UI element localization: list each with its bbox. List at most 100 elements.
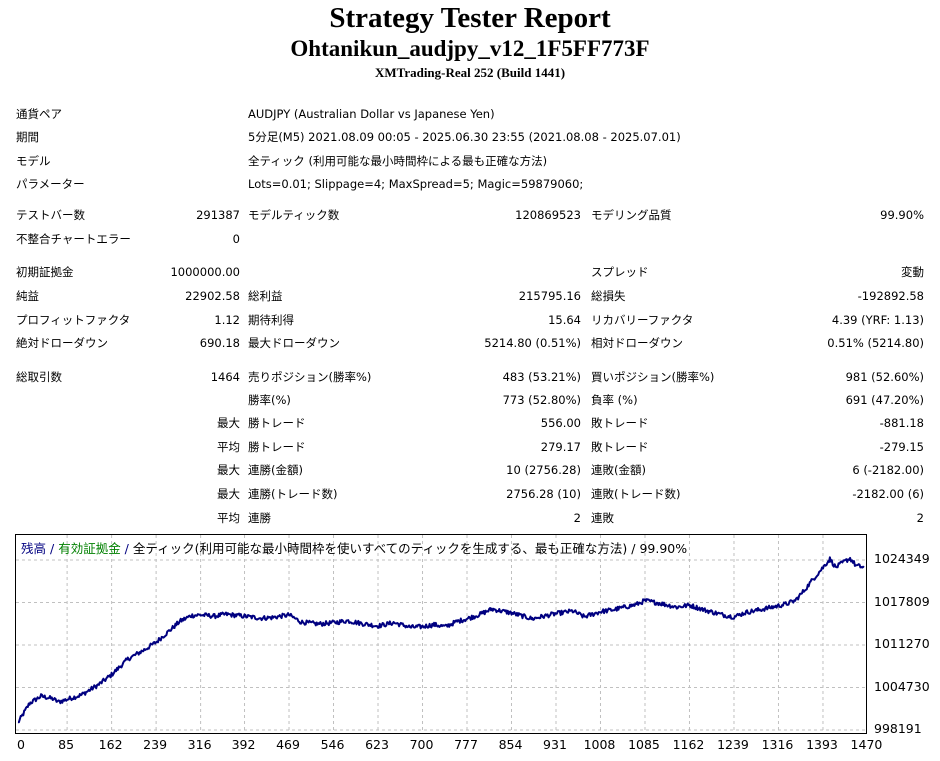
info-value-parameters: Lots=0.01; Slippage=4; MaxSpread=5; Magi… — [248, 177, 584, 191]
y-tick-label: 1017809 — [874, 593, 930, 609]
chart-legend: 残高 / 有効証拠金 / 全ティック(利用可能な最小時間枠を使いすべてのティック… — [21, 538, 687, 557]
y-tick-label: 1004730 — [874, 678, 930, 694]
stat-value: 平均 — [217, 511, 240, 525]
x-tick-label: 239 — [143, 737, 168, 752]
x-tick-label: 931 — [543, 737, 567, 752]
stat-value: 10 (2756.28) — [506, 463, 581, 477]
stat-value: 5214.80 (0.51%) — [484, 336, 581, 350]
stat-label: リカバリーファクタ — [591, 313, 694, 327]
stat-value: 99.90% — [880, 208, 924, 222]
x-tick-label: 392 — [231, 737, 256, 752]
stat-value: 690.18 — [199, 336, 240, 350]
legend-sep: / — [46, 541, 59, 556]
y-tick-label: 1011270 — [874, 636, 930, 651]
x-tick-label: 1085 — [628, 737, 660, 752]
info-label-model: モデル — [16, 154, 51, 168]
stat-value: -2182.00 (6) — [852, 487, 924, 501]
stat-value: 215795.16 — [518, 289, 581, 303]
x-tick-label: 316 — [187, 737, 212, 752]
legend-equity: 有効証拠金 — [58, 541, 121, 556]
series-line-balance — [17, 556, 865, 724]
x-tick-label: 700 — [409, 737, 434, 752]
stat-value: 平均 — [217, 440, 240, 454]
stat-value: -192892.58 — [857, 289, 924, 303]
stat-label: 売りポジション(勝率%) — [248, 370, 372, 384]
stat-label: モデリング品質 — [591, 208, 672, 222]
stat-value: 483 (53.21%) — [502, 370, 581, 384]
x-tick-label: 623 — [365, 737, 389, 752]
x-tick-label: 1316 — [761, 737, 794, 752]
chart-plot — [16, 535, 866, 733]
x-tick-label: 546 — [320, 737, 345, 752]
stat-value: -881.18 — [879, 416, 924, 430]
stat-label: 勝トレード — [248, 440, 306, 454]
stat-value: 556.00 — [540, 416, 581, 430]
stat-label: 相対ドローダウン — [591, 336, 683, 350]
stat-value: 最大 — [217, 487, 240, 501]
stat-label: 連敗 — [591, 511, 614, 525]
ea-name: Ohtanikun_audjpy_v12_1F5FF773F — [290, 36, 650, 61]
legend-sep: / — [120, 541, 133, 556]
x-tick-label: 0 — [17, 737, 25, 752]
stat-label: プロフィットファクタ — [16, 313, 131, 327]
stat-value: 0.51% (5214.80) — [827, 336, 924, 350]
info-value-symbol: AUDJPY (Australian Dollar vs Japanese Ye… — [248, 107, 495, 121]
info-value-period: 5分足(M5) 2021.08.09 00:05 - 2025.06.30 23… — [248, 130, 681, 144]
stat-value: 最大 — [217, 416, 240, 430]
stat-value: -279.15 — [879, 440, 924, 454]
x-tick-label: 162 — [98, 737, 123, 752]
stat-label: 買いポジション(勝率%) — [591, 370, 715, 384]
stat-value: 変動 — [901, 265, 924, 279]
stat-value: 最大 — [217, 463, 240, 477]
stat-label: 連敗(金額) — [591, 463, 646, 477]
stat-label: 連勝(トレード数) — [248, 487, 338, 501]
stat-label: 純益 — [16, 289, 39, 303]
stat-label: 連勝(金額) — [248, 463, 303, 477]
stat-value: 291387 — [196, 208, 240, 222]
stat-value: 981 (52.60%) — [845, 370, 924, 384]
stat-value: 2 — [916, 511, 924, 525]
server-build: XMTrading-Real 252 (Build 1441) — [374, 65, 566, 80]
stat-label: 連敗(トレード数) — [591, 487, 681, 501]
x-tick-label: 1470 — [850, 737, 883, 752]
stat-label: 総取引数 — [16, 370, 62, 384]
stat-label: モデルティック数 — [248, 208, 340, 222]
legend-model: 全ティック(利用可能な最小時間枠を使いすべてのティックを生成する、最も正確な方法… — [132, 541, 628, 556]
stat-value: 2756.28 (10) — [506, 487, 581, 501]
x-tick-label: 85 — [58, 737, 75, 752]
stat-value: 6 (-2182.00) — [852, 463, 924, 477]
stat-label: 初期証拠金 — [16, 265, 74, 279]
info-label-symbol: 通貨ペア — [16, 107, 62, 121]
info-label-period: 期間 — [16, 130, 39, 144]
stat-label: テストバー数 — [16, 208, 85, 222]
stat-value: 4.39 (YRF: 1.13) — [831, 313, 924, 327]
report-title: Strategy Tester Report — [329, 2, 611, 34]
stat-label: 負率 (%) — [591, 393, 638, 407]
stat-value: 0 — [232, 232, 240, 246]
x-tick-label: 1162 — [672, 737, 705, 752]
legend-balance: 残高 — [21, 541, 47, 556]
y-tick-label: 1024349 — [874, 551, 930, 566]
stat-label: 不整合チャートエラー — [16, 232, 131, 246]
stat-value: 2 — [573, 511, 581, 525]
info-value-model: 全ティック (利用可能な最小時間枠による最も正確な方法) — [248, 154, 548, 168]
stat-value: 22902.58 — [185, 289, 240, 303]
stat-label: 勝トレード — [248, 416, 306, 430]
x-tick-label: 1239 — [717, 737, 749, 752]
stat-label: 絶対ドローダウン — [16, 336, 108, 350]
stat-label: 勝率(%) — [248, 393, 291, 407]
legend-quality: 99.90% — [639, 541, 688, 556]
stat-value: 1.12 — [214, 313, 240, 327]
stat-value: 120869523 — [515, 208, 581, 222]
x-tick-label: 777 — [454, 737, 478, 752]
stat-value: 279.17 — [540, 440, 581, 454]
balance-chart — [15, 534, 867, 734]
stat-label: 総利益 — [248, 289, 283, 303]
stat-label: 最大ドローダウン — [248, 336, 340, 350]
x-tick-label: 1008 — [583, 737, 616, 752]
x-tick-label: 854 — [498, 737, 523, 752]
stat-label: スプレッド — [591, 265, 649, 279]
stat-value: 1464 — [210, 370, 240, 384]
stat-value: 1000000.00 — [170, 265, 240, 279]
stat-value: 15.64 — [548, 313, 581, 327]
